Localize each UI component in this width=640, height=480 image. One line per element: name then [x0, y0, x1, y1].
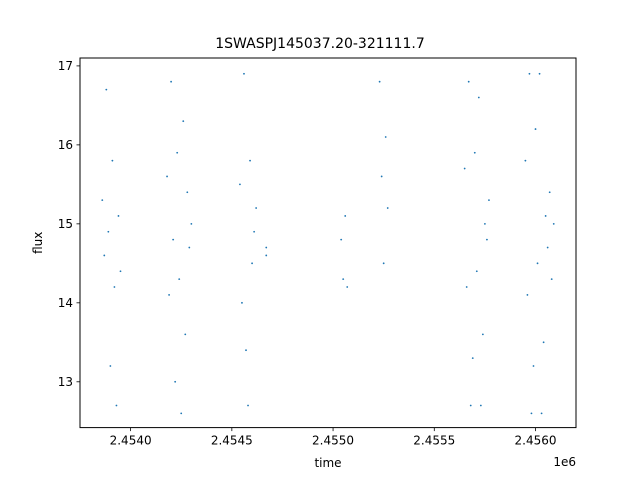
data-point: [255, 207, 258, 209]
data-point: [241, 301, 243, 304]
x-tick-label: 2.4555: [413, 434, 455, 448]
data-point: [239, 183, 241, 186]
data-point: [172, 238, 175, 241]
data-point: [540, 412, 543, 415]
data-point: [105, 88, 108, 91]
data-point: [107, 230, 110, 233]
data-point: [546, 246, 549, 249]
data-point: [526, 294, 529, 296]
data-point: [538, 72, 541, 75]
data-point: [344, 215, 347, 217]
data-point: [544, 215, 547, 217]
data-point: [548, 191, 551, 194]
data-point: [550, 278, 553, 281]
data-point: [467, 80, 470, 83]
data-point: [174, 380, 177, 383]
y-tick-label: 13: [58, 375, 73, 389]
data-point: [249, 159, 251, 162]
data-point: [536, 262, 539, 265]
data-point: [382, 262, 385, 265]
x-axis-offset-label: 1e6: [553, 455, 576, 469]
data-point: [477, 96, 480, 99]
data-point: [465, 286, 468, 288]
data-point: [475, 270, 478, 273]
x-axis-ticks: 2.4540 2.4545 2.4550 2.4555 2.4560: [110, 427, 557, 448]
data-point: [265, 254, 268, 257]
data-points: [101, 72, 555, 415]
chart-title: 1SWASPJ145037.20-321111.7: [215, 36, 424, 52]
data-point: [190, 222, 193, 225]
y-tick-label: 15: [58, 217, 73, 231]
y-tick-label: 14: [58, 296, 73, 310]
data-point: [109, 365, 112, 367]
data-point: [530, 412, 533, 415]
data-point: [532, 365, 535, 367]
data-point: [180, 412, 183, 415]
data-point: [378, 80, 381, 83]
data-point: [111, 159, 114, 162]
data-point: [253, 230, 256, 233]
data-point: [170, 80, 173, 83]
data-point: [184, 333, 187, 336]
data-point: [101, 199, 104, 202]
data-point: [182, 120, 185, 123]
data-point: [115, 404, 118, 407]
x-tick-label: 2.4540: [110, 434, 152, 448]
data-point: [528, 72, 531, 75]
data-point: [384, 136, 387, 138]
data-point: [481, 333, 484, 336]
data-point: [251, 262, 253, 265]
data-point: [552, 222, 555, 225]
y-tick-label: 17: [58, 59, 73, 73]
data-point: [542, 341, 545, 344]
data-point: [340, 238, 343, 241]
data-point: [113, 286, 116, 288]
data-point: [380, 175, 383, 178]
data-point: [166, 175, 168, 178]
x-tick-label: 2.4550: [312, 434, 354, 448]
data-point: [386, 207, 389, 209]
data-point: [346, 286, 349, 288]
data-point: [469, 404, 472, 407]
data-point: [119, 270, 122, 273]
y-tick-label: 16: [58, 138, 73, 152]
x-tick-label: 2.4560: [515, 434, 557, 448]
y-axis-label: flux: [31, 232, 45, 254]
data-point: [484, 222, 486, 225]
data-point: [168, 294, 170, 296]
data-point: [463, 167, 466, 170]
data-point: [488, 199, 490, 202]
x-axis-label: time: [314, 456, 341, 470]
data-point: [176, 151, 179, 154]
data-point: [243, 72, 245, 75]
y-axis-ticks: 13 14 15 16 17: [58, 59, 80, 389]
plot-frame: [79, 57, 577, 429]
data-point: [471, 357, 474, 359]
x-tick-label: 2.4545: [211, 434, 253, 448]
data-point: [342, 278, 345, 281]
data-point: [534, 128, 537, 130]
data-point: [473, 151, 476, 154]
data-point: [524, 159, 527, 162]
data-point: [188, 246, 191, 249]
data-point: [486, 238, 488, 241]
data-point: [245, 349, 247, 352]
data-point: [178, 278, 181, 281]
data-point: [479, 404, 482, 407]
data-point: [247, 404, 249, 407]
data-point: [117, 215, 120, 217]
data-point: [186, 191, 189, 194]
data-point: [103, 254, 106, 257]
data-point: [265, 246, 268, 249]
